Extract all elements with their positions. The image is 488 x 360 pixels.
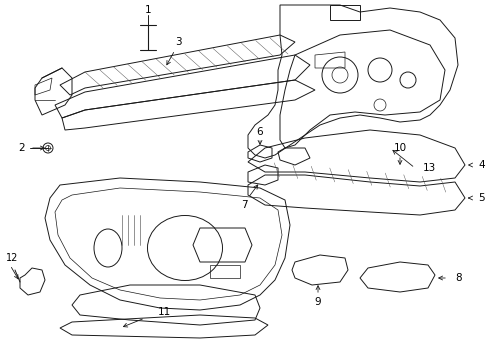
Text: 5: 5: [477, 193, 484, 203]
Text: 7: 7: [240, 200, 247, 210]
Text: 1: 1: [144, 5, 151, 15]
Text: 8: 8: [454, 273, 461, 283]
Text: 6: 6: [256, 127, 263, 137]
Text: 12: 12: [6, 253, 19, 263]
Text: 4: 4: [477, 160, 484, 170]
Text: 9: 9: [314, 297, 321, 307]
Text: 11: 11: [158, 307, 171, 317]
Text: 10: 10: [393, 143, 406, 153]
Text: 2: 2: [19, 143, 25, 153]
Text: 3: 3: [174, 37, 181, 47]
Text: 13: 13: [422, 163, 435, 173]
